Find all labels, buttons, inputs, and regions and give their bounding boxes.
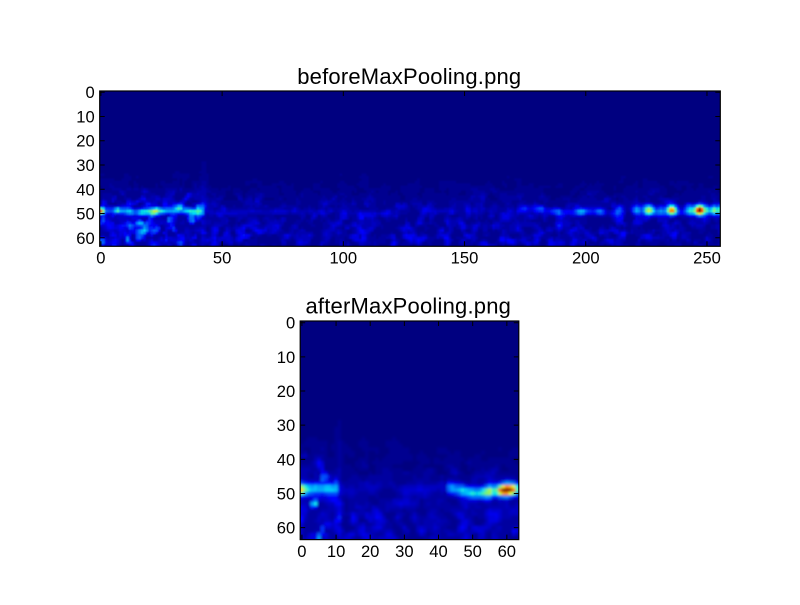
svg-text:10: 10 <box>76 108 94 127</box>
svg-text:10: 10 <box>327 542 345 561</box>
svg-text:150: 150 <box>451 248 479 267</box>
svg-text:40: 40 <box>429 542 447 561</box>
svg-text:20: 20 <box>361 542 379 561</box>
svg-text:beforeMaxPooling.png: beforeMaxPooling.png <box>297 64 521 89</box>
svg-text:50: 50 <box>463 542 481 561</box>
svg-text:60: 60 <box>277 519 295 538</box>
svg-text:50: 50 <box>277 485 295 504</box>
svg-text:0: 0 <box>286 314 295 333</box>
svg-text:10: 10 <box>277 348 295 367</box>
svg-text:afterMaxPooling.png: afterMaxPooling.png <box>306 293 512 318</box>
svg-text:0: 0 <box>96 248 105 267</box>
svg-text:40: 40 <box>76 180 94 199</box>
svg-text:50: 50 <box>213 248 231 267</box>
svg-text:60: 60 <box>498 542 516 561</box>
svg-text:30: 30 <box>277 416 295 435</box>
svg-text:250: 250 <box>693 248 721 267</box>
svg-text:20: 20 <box>76 132 94 151</box>
svg-text:200: 200 <box>572 248 600 267</box>
svg-text:100: 100 <box>329 248 357 267</box>
svg-text:20: 20 <box>277 382 295 401</box>
svg-text:30: 30 <box>395 542 413 561</box>
svg-text:0: 0 <box>85 83 94 102</box>
svg-text:0: 0 <box>297 542 306 561</box>
svg-text:50: 50 <box>76 205 94 224</box>
svg-text:30: 30 <box>76 156 94 175</box>
svg-text:60: 60 <box>76 229 94 248</box>
svg-text:40: 40 <box>277 450 295 469</box>
